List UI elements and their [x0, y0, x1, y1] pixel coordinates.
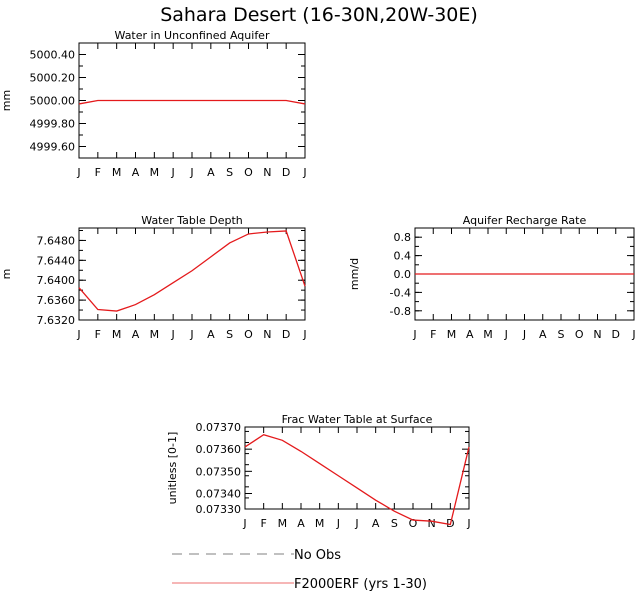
- y-tick-label: 5000.00: [30, 95, 76, 108]
- x-tick-label: A: [297, 517, 305, 530]
- x-tick-label: F: [430, 328, 436, 341]
- y-tick-label: 4999.60: [30, 141, 76, 154]
- y-tick-label: -0.4: [390, 286, 411, 299]
- x-tick-label: N: [593, 328, 601, 341]
- x-tick-label: O: [575, 328, 584, 341]
- x-tick-label: S: [391, 517, 398, 530]
- x-tick-label: J: [522, 328, 526, 341]
- x-tick-label: J: [76, 166, 80, 179]
- y-tick-label: 7.6360: [37, 294, 76, 307]
- x-tick-label: J: [189, 166, 193, 179]
- x-tick-label: J: [466, 517, 470, 530]
- x-tick-label: D: [612, 328, 620, 341]
- y-axis-label: m: [0, 269, 13, 280]
- panel-title: Water Table Depth: [141, 214, 242, 227]
- x-tick-label: A: [132, 328, 140, 341]
- x-tick-label: D: [282, 328, 290, 341]
- legend-no-obs-label: No Obs: [294, 548, 341, 563]
- y-tick-label: 0.07330: [196, 503, 242, 516]
- x-tick-label: A: [372, 517, 380, 530]
- series-line: [244, 434, 470, 526]
- x-tick-label: J: [189, 328, 193, 341]
- x-tick-label: A: [539, 328, 547, 341]
- x-tick-label: A: [132, 166, 140, 179]
- x-tick-label: N: [263, 166, 271, 179]
- x-tick-label: A: [207, 166, 215, 179]
- y-tick-label: 0.07350: [196, 465, 242, 478]
- x-tick-label: M: [112, 166, 122, 179]
- x-tick-label: J: [171, 328, 175, 341]
- y-tick-label: 0.0: [394, 268, 412, 281]
- y-tick-label: 0.07340: [196, 487, 242, 500]
- panel-title: Aquifer Recharge Rate: [463, 214, 587, 227]
- x-tick-label: J: [412, 328, 416, 341]
- series-line: [78, 230, 306, 312]
- x-tick-label: F: [261, 517, 267, 530]
- x-tick-label: D: [282, 166, 290, 179]
- x-tick-label: J: [76, 328, 80, 341]
- legend: No Obs F2000ERF (yrs 1-30): [172, 548, 427, 592]
- x-tick-label: S: [226, 166, 233, 179]
- x-tick-label: S: [558, 328, 565, 341]
- y-tick-label: 0.07360: [196, 443, 242, 456]
- x-tick-label: O: [244, 328, 253, 341]
- y-tick-label: 7.6480: [37, 234, 76, 247]
- panel-frac-water-table-surface: Frac Water Table at Surface unitless [0-1…: [166, 413, 471, 530]
- y-tick-label: 4999.80: [30, 118, 76, 131]
- x-tick-label: S: [226, 328, 233, 341]
- series-line: [78, 99, 306, 105]
- x-tick-label: M: [150, 166, 160, 179]
- x-tick-label: J: [302, 166, 306, 179]
- y-axis-label: mm/d: [348, 258, 361, 290]
- x-tick-label: M: [150, 328, 160, 341]
- x-tick-label: J: [631, 328, 635, 341]
- y-tick-label: -0.8: [390, 305, 411, 318]
- x-tick-label: N: [428, 517, 436, 530]
- x-tick-label: J: [336, 517, 340, 530]
- y-tick-label: 0.8: [394, 231, 412, 244]
- y-axis-label: unitless [0-1]: [166, 432, 179, 505]
- x-tick-label: M: [315, 517, 325, 530]
- x-tick-label: F: [95, 166, 101, 179]
- x-tick-label: A: [207, 328, 215, 341]
- x-tick-label: O: [244, 166, 253, 179]
- y-tick-label: 5000.20: [30, 72, 76, 85]
- x-tick-label: O: [409, 517, 418, 530]
- x-tick-label: M: [278, 517, 288, 530]
- x-tick-label: M: [483, 328, 493, 341]
- y-tick-label: 7.6320: [37, 314, 76, 327]
- x-tick-label: M: [112, 328, 122, 341]
- y-tick-label: 0.07370: [196, 421, 242, 434]
- x-tick-label: J: [171, 166, 175, 179]
- x-tick-label: J: [242, 517, 246, 530]
- panel-title: Frac Water Table at Surface: [282, 413, 433, 426]
- y-axis-label: mm: [0, 90, 13, 111]
- x-tick-label: N: [263, 328, 271, 341]
- y-tick-label: 7.6440: [37, 254, 76, 267]
- y-tick-label: 5000.40: [30, 49, 76, 62]
- page-title: Sahara Desert (16-30N,20W-30E): [160, 4, 478, 26]
- x-tick-label: J: [504, 328, 508, 341]
- panel-title: Water in Unconfined Aquifer: [115, 29, 270, 42]
- x-tick-label: F: [95, 328, 101, 341]
- y-tick-label: 7.6400: [37, 274, 76, 287]
- x-tick-label: M: [447, 328, 457, 341]
- y-tick-label: 0.4: [394, 250, 412, 263]
- x-tick-label: A: [466, 328, 474, 341]
- x-tick-label: J: [354, 517, 358, 530]
- plot-frame: [78, 227, 306, 321]
- x-tick-label: J: [302, 328, 306, 341]
- legend-series-label: F2000ERF (yrs 1-30): [294, 577, 427, 592]
